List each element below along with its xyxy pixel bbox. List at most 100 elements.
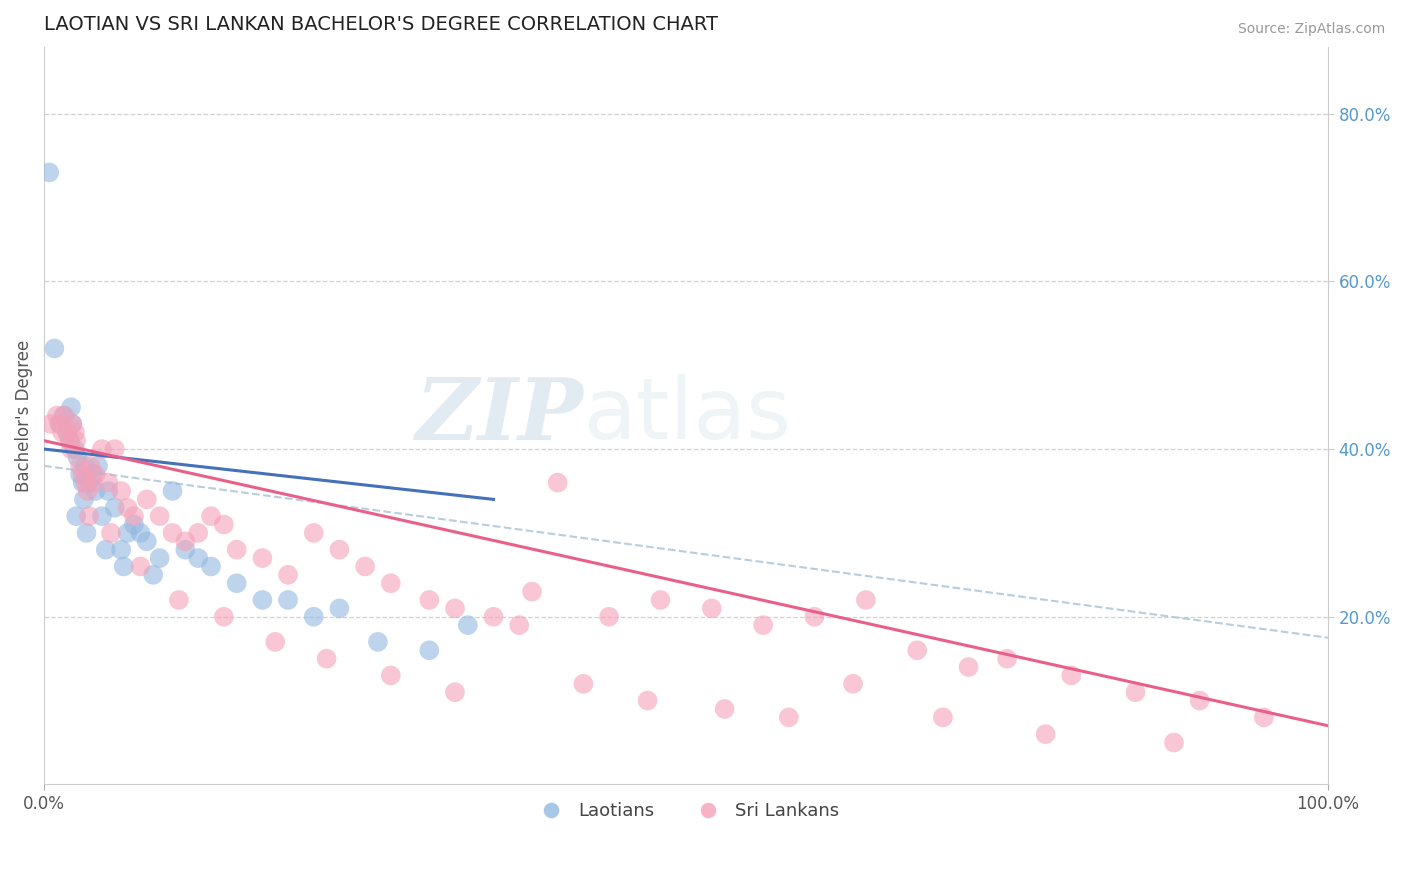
Point: [90, 509, 112, 524]
Point: [444, 601, 467, 615]
Point: [380, 576, 402, 591]
Point: [149, 551, 172, 566]
Point: [149, 509, 172, 524]
Point: [212, 609, 235, 624]
Point: [38, 165, 60, 179]
Point: [264, 635, 287, 649]
Point: [69, 467, 91, 482]
Point: [200, 559, 222, 574]
Point: [1188, 693, 1211, 707]
Point: [225, 542, 247, 557]
Point: [77, 475, 100, 490]
Point: [302, 609, 325, 624]
Point: [79, 458, 101, 473]
Point: [167, 593, 190, 607]
Point: [367, 635, 389, 649]
Point: [315, 651, 337, 665]
Point: [110, 542, 132, 557]
Point: [97, 483, 120, 498]
Point: [104, 500, 127, 515]
Point: [277, 567, 299, 582]
Point: [932, 710, 955, 724]
Point: [60, 442, 83, 456]
Point: [752, 618, 775, 632]
Point: [482, 609, 505, 624]
Point: [44, 342, 66, 356]
Point: [547, 475, 569, 490]
Point: [803, 609, 825, 624]
Point: [46, 409, 69, 423]
Point: [995, 651, 1018, 665]
Point: [187, 551, 209, 566]
Point: [117, 525, 139, 540]
Point: [100, 525, 122, 540]
Point: [129, 525, 152, 540]
Point: [39, 417, 62, 431]
Point: [63, 425, 86, 440]
Point: [60, 400, 83, 414]
Point: [572, 677, 595, 691]
Point: [60, 417, 83, 431]
Point: [73, 492, 96, 507]
Point: [53, 409, 76, 423]
Point: [302, 525, 325, 540]
Point: [457, 618, 479, 632]
Point: [129, 559, 152, 574]
Point: [59, 434, 82, 448]
Point: [72, 467, 94, 482]
Point: [200, 509, 222, 524]
Point: [77, 509, 100, 524]
Point: [52, 409, 75, 423]
Point: [380, 668, 402, 682]
Point: [700, 601, 723, 615]
Point: [87, 458, 110, 473]
Point: [187, 525, 209, 540]
Point: [162, 525, 184, 540]
Point: [122, 517, 145, 532]
Point: [713, 702, 735, 716]
Point: [1125, 685, 1147, 699]
Point: [75, 458, 97, 473]
Point: [84, 467, 107, 482]
Point: [72, 475, 94, 490]
Point: [328, 542, 350, 557]
Text: atlas: atlas: [583, 374, 792, 457]
Point: [65, 434, 87, 448]
Point: [142, 567, 165, 582]
Point: [82, 475, 104, 490]
Point: [957, 660, 980, 674]
Point: [508, 618, 530, 632]
Point: [598, 609, 620, 624]
Point: [1035, 727, 1057, 741]
Point: [69, 458, 91, 473]
Point: [637, 693, 659, 707]
Point: [51, 425, 73, 440]
Point: [174, 542, 197, 557]
Point: [905, 643, 928, 657]
Point: [76, 525, 98, 540]
Point: [90, 442, 112, 456]
Point: [650, 593, 672, 607]
Point: [48, 417, 70, 431]
Point: [418, 643, 440, 657]
Point: [122, 509, 145, 524]
Point: [252, 593, 274, 607]
Point: [444, 685, 467, 699]
Point: [1060, 668, 1083, 682]
Point: [65, 509, 87, 524]
Point: [855, 593, 877, 607]
Point: [174, 534, 197, 549]
Point: [117, 500, 139, 515]
Point: [328, 601, 350, 615]
Y-axis label: Bachelor's Degree: Bachelor's Degree: [15, 340, 32, 491]
Point: [1253, 710, 1275, 724]
Point: [66, 450, 89, 465]
Point: [110, 483, 132, 498]
Point: [97, 475, 120, 490]
Text: ZIP: ZIP: [416, 374, 583, 458]
Legend: Laotians, Sri Lankans: Laotians, Sri Lankans: [526, 795, 846, 827]
Point: [75, 475, 97, 490]
Point: [112, 559, 135, 574]
Point: [162, 483, 184, 498]
Point: [76, 483, 98, 498]
